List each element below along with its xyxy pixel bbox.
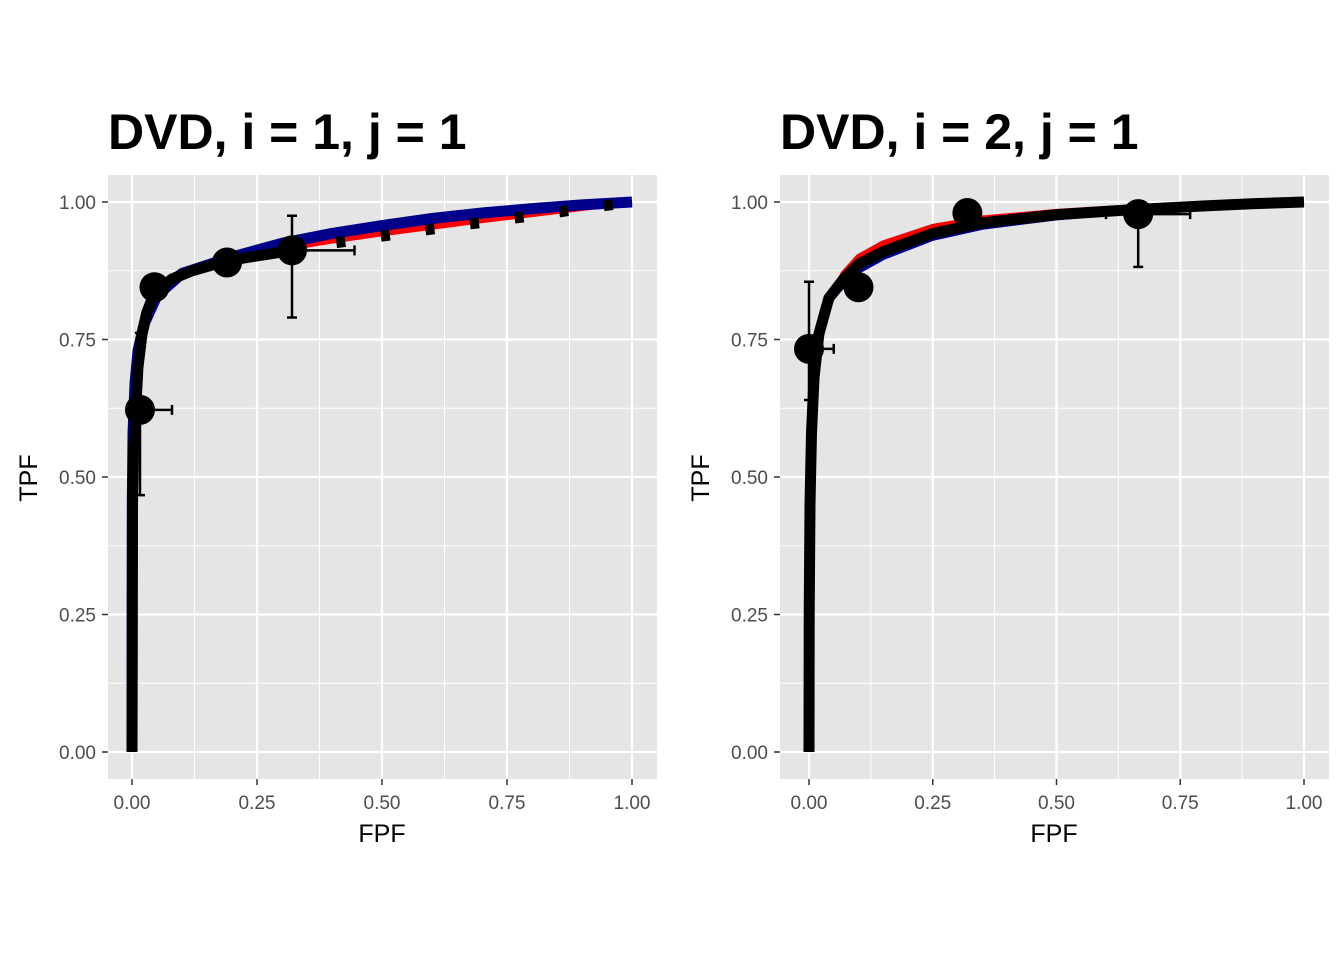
y-tick-label: 0.00 [59, 743, 96, 764]
operating-point [212, 247, 242, 278]
operating-point [843, 272, 874, 303]
operating-point [139, 272, 170, 303]
x-tick-label: 1.00 [614, 793, 651, 814]
panel-1-x-axis-label: FPF [358, 820, 405, 848]
panel-2-plot: 0.00 0.00 0.25 0.25 0.50 0.50 0.75 0.75 1.00 1.00 [731, 175, 1329, 814]
y-tick-label: 0.75 [59, 331, 96, 352]
panel-1-plot: 0.00 0.00 0.25 0.25 0.50 0.50 0.75 0.75 1.00 1.00 [59, 175, 657, 814]
x-tick-label: 1.00 [1286, 793, 1323, 814]
y-tick-label: 0.50 [731, 468, 768, 489]
series-line-black-dashed [291, 196, 633, 256]
x-tick-label: 0.25 [239, 793, 276, 814]
panel-2-title: DVD, i = 2, j = 1 [780, 104, 1139, 160]
y-tick-label: 0.25 [731, 606, 768, 627]
x-tick-label: 0.25 [914, 793, 951, 814]
x-tick-label: 0.00 [791, 793, 828, 814]
y-tick-label: 0.00 [731, 743, 768, 764]
operating-point [277, 235, 307, 266]
y-tick-label: 0.25 [59, 606, 96, 627]
y-tick-label: 1.00 [731, 193, 768, 214]
x-tick-label: 0.75 [1162, 793, 1199, 814]
x-tick-label: 0.00 [114, 793, 151, 814]
operating-point [125, 394, 155, 425]
x-tick-label: 0.50 [1038, 793, 1075, 814]
panel-2-x-axis-label: FPF [1030, 820, 1077, 848]
y-tick-label: 0.75 [731, 331, 768, 352]
x-tick-label: 0.75 [489, 793, 526, 814]
operating-point [794, 333, 824, 364]
panel-1-y-axis-label: TPF [15, 454, 43, 501]
y-tick-label: 0.50 [59, 468, 96, 489]
y-tick-label: 1.00 [59, 193, 96, 214]
x-tick-label: 0.50 [364, 793, 401, 814]
series-line-black [803, 196, 1305, 753]
panel-2-y-axis-label: TPF [687, 454, 715, 501]
operating-point [1123, 199, 1154, 230]
panel-1-title: DVD, i = 1, j = 1 [108, 104, 467, 160]
operating-point [952, 198, 983, 228]
